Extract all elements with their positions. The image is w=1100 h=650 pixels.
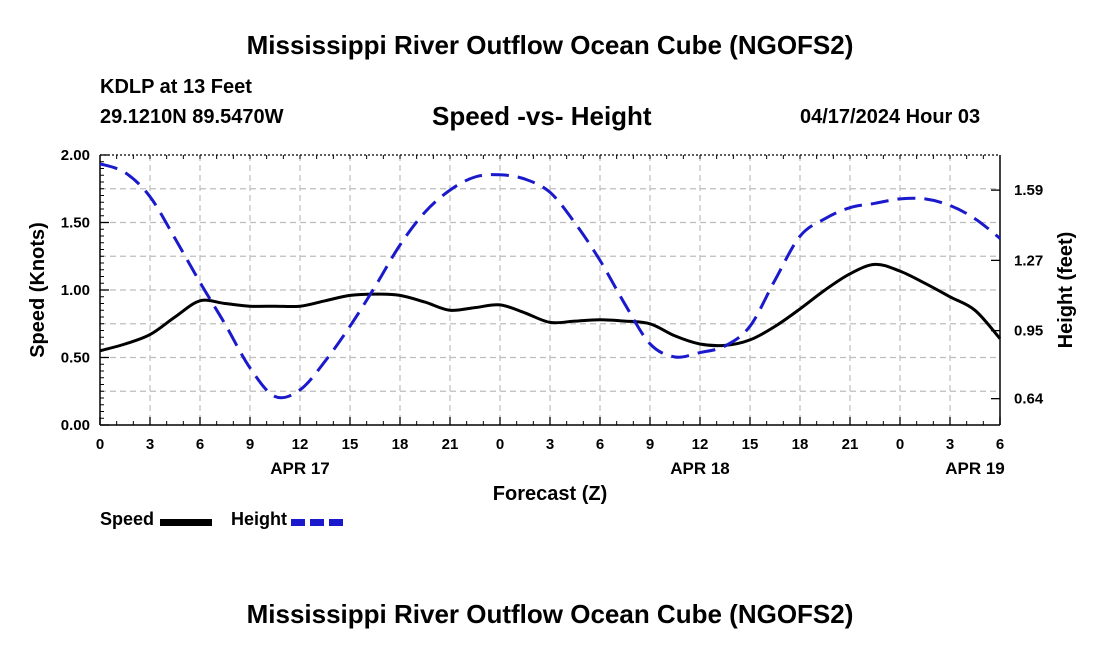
footer-title: Mississippi River Outflow Ocean Cube (NG… <box>246 599 854 629</box>
x-date-label: APR 18 <box>670 459 730 478</box>
x-tick-label: 9 <box>246 436 254 453</box>
forecast-datetime: 04/17/2024 Hour 03 <box>800 106 981 128</box>
legend-speed-label: Speed <box>100 509 155 529</box>
x-tick-label: 15 <box>342 436 359 453</box>
x-axis-title: Forecast (Z) <box>493 483 607 505</box>
chart-main-title: Mississippi River Outflow Ocean Cube (NG… <box>246 30 854 60</box>
x-tick-label: 6 <box>196 436 204 453</box>
x-date-label: APR 17 <box>270 459 330 478</box>
series-line-height <box>99 162 1001 400</box>
x-tick-label: 0 <box>896 436 904 453</box>
x-tick-label: 0 <box>96 436 104 453</box>
y2-tick-label: 0.95 <box>1014 323 1043 340</box>
legend-height-swatch <box>291 519 343 526</box>
x-tick-label: 3 <box>946 436 954 453</box>
y-tick-label: 0.00 <box>61 417 90 434</box>
station-label: KDLP at 13 Feet <box>100 76 252 98</box>
y-axis-title: Speed (Knots) <box>27 222 49 358</box>
y2-axis-title: Height (feet) <box>1055 232 1077 349</box>
chart-subtitle: Speed -vs- Height <box>432 101 652 131</box>
series-line-speed <box>99 262 1002 353</box>
station-coordinates: 29.1210N 89.5470W <box>100 106 284 128</box>
y-tick-label: 1.50 <box>61 215 90 232</box>
x-tick-label: 21 <box>442 436 459 453</box>
speed-height-chart: 0 3 6 9 12 15 18 21 0 3 6 9 12 15 18 21 0 3 6 APR 17 APR 18 A… <box>27 147 1077 505</box>
x-date-label: APR 19 <box>945 459 1005 478</box>
x-tick-label: 6 <box>996 436 1004 453</box>
x-tick-label: 3 <box>146 436 154 453</box>
y2-tick-label: 1.59 <box>1014 182 1043 199</box>
x-tick-label: 3 <box>546 436 554 453</box>
x-tick-label: 6 <box>596 436 604 453</box>
x-tick-label: 18 <box>792 436 809 453</box>
x-tick-label: 9 <box>646 436 654 453</box>
legend-height-label: Height <box>231 509 287 529</box>
legend-speed-swatch <box>160 519 212 526</box>
y-tick-label: 0.50 <box>61 350 90 367</box>
x-tick-label: 21 <box>842 436 859 453</box>
x-tick-label: 12 <box>692 436 709 453</box>
y2-tick-label: 1.27 <box>1014 252 1043 269</box>
y2-tick-label: 0.64 <box>1014 391 1044 408</box>
y-tick-label: 2.00 <box>61 147 90 164</box>
x-tick-label: 12 <box>292 436 309 453</box>
y-tick-label: 1.00 <box>61 282 90 299</box>
x-tick-label: 15 <box>742 436 759 453</box>
x-tick-label: 0 <box>496 436 504 453</box>
x-tick-label: 18 <box>392 436 409 453</box>
